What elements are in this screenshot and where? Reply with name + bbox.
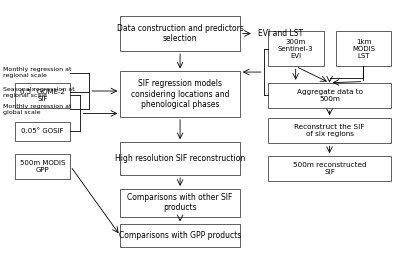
FancyBboxPatch shape: [268, 156, 391, 181]
Text: Data construction and predictors
selection: Data construction and predictors selecti…: [117, 24, 244, 43]
FancyBboxPatch shape: [336, 31, 391, 66]
Text: SIF regression models
considering locations and
phenological phases: SIF regression models considering locati…: [131, 79, 229, 109]
FancyBboxPatch shape: [15, 122, 70, 141]
FancyBboxPatch shape: [120, 224, 240, 247]
Text: 500m reconstructed
SIF: 500m reconstructed SIF: [293, 162, 366, 175]
Text: Monthly regression at
global scale: Monthly regression at global scale: [3, 104, 71, 115]
Text: 300m
Sentinel-3
EVI: 300m Sentinel-3 EVI: [278, 39, 314, 59]
Text: Comparisons with GPP products: Comparisons with GPP products: [119, 231, 241, 240]
FancyBboxPatch shape: [120, 142, 240, 175]
Text: EVI and LST: EVI and LST: [258, 29, 303, 38]
Text: 0.05° GOSIF: 0.05° GOSIF: [21, 129, 64, 134]
Text: 0.5° GOME-2
SIF: 0.5° GOME-2 SIF: [20, 89, 65, 102]
Text: 1km
MODIS
LST: 1km MODIS LST: [352, 39, 375, 59]
Text: Aggregate data to
500m: Aggregate data to 500m: [296, 89, 362, 102]
FancyBboxPatch shape: [15, 153, 70, 179]
Text: Comparisons with other SIF
products: Comparisons with other SIF products: [127, 193, 233, 213]
FancyBboxPatch shape: [268, 31, 324, 66]
Text: 500m MODIS
GPP: 500m MODIS GPP: [20, 160, 65, 173]
Text: Reconstruct the SIF
of six regions: Reconstruct the SIF of six regions: [294, 124, 365, 137]
Text: Monthly regression at
regional scale: Monthly regression at regional scale: [3, 67, 71, 78]
Text: High resolution SIF reconstruction: High resolution SIF reconstruction: [115, 154, 245, 163]
FancyBboxPatch shape: [268, 118, 391, 144]
FancyBboxPatch shape: [15, 83, 70, 108]
FancyBboxPatch shape: [120, 71, 240, 117]
FancyBboxPatch shape: [120, 16, 240, 51]
Text: Seasonal regression at
regional scale: Seasonal regression at regional scale: [3, 87, 74, 98]
FancyBboxPatch shape: [120, 189, 240, 217]
FancyBboxPatch shape: [268, 83, 391, 108]
